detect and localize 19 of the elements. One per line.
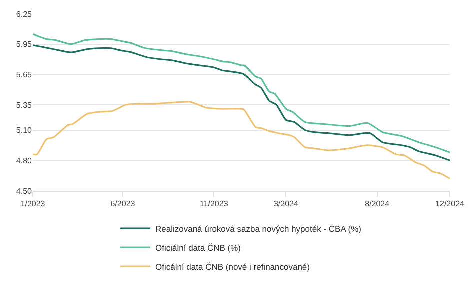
line-series xyxy=(33,44,450,162)
x-tick-label: 6/2023 xyxy=(110,200,136,209)
x-tick-label: 12/2024 xyxy=(436,200,466,209)
legend-label: Oficální data ČNB (nové i refinancované) xyxy=(156,262,310,272)
y-tick-label: 5.10 xyxy=(16,126,33,136)
legend-label: Realizovaná úroková sazba nových hypoték - ČBA (%) xyxy=(156,224,362,234)
y-tick-label: 6.25 xyxy=(16,10,33,19)
x-tick-label: 1/2023 xyxy=(20,200,46,209)
y-tick-label: 4.80 xyxy=(16,156,33,166)
line-series xyxy=(33,33,450,154)
y-tick-label: 4.50 xyxy=(16,186,33,196)
y-tick-label: 5.95 xyxy=(16,40,33,50)
x-tick-label: 11/2023 xyxy=(200,200,229,209)
x-tick-label: 3/2024 xyxy=(274,200,299,209)
y-tick-label: 5.35 xyxy=(16,100,33,110)
line-series xyxy=(33,101,450,180)
x-tick-label: 8/2024 xyxy=(365,200,390,209)
legend-label: Oficiální data ČNB (%) xyxy=(156,242,242,253)
y-tick-label: 5.65 xyxy=(16,70,33,80)
